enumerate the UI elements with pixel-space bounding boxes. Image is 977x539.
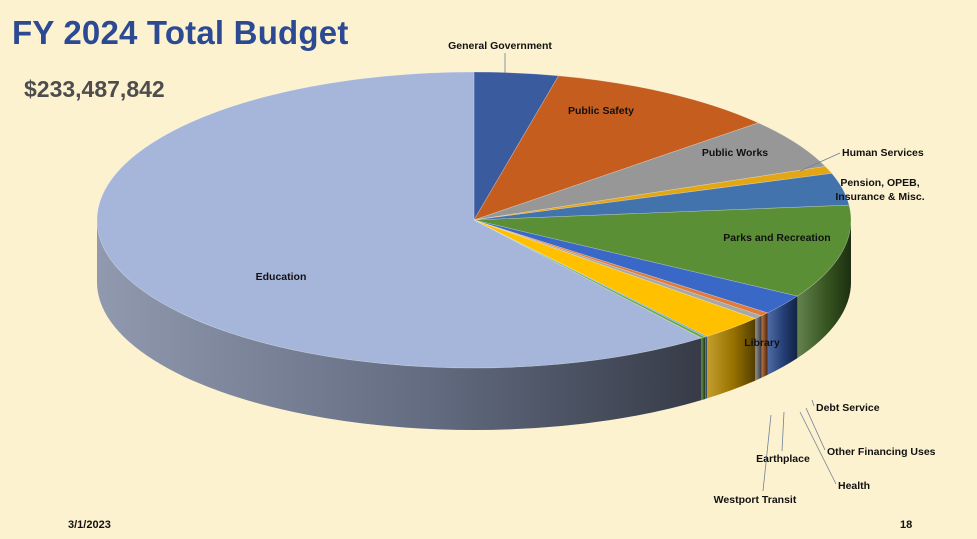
side-shade-education (97, 220, 702, 430)
side-shade-other-financing-uses (761, 312, 768, 378)
slice-labels: General Government Public Safety Public Wo… (256, 40, 936, 506)
slice-general-government (473, 71, 560, 222)
label-public-works: Public Works (702, 147, 768, 159)
label-health: Health (838, 480, 870, 492)
side-shade-health (755, 315, 762, 381)
leader-health (799, 411, 837, 485)
label-pension-opeb-insurance-misc: Pension, OPEB, Insurance & Misc. (835, 177, 924, 203)
leader-westport-transit (762, 414, 772, 492)
side-shade-library (706, 318, 756, 399)
slice-other-financing-uses (473, 219, 769, 317)
label-westport-transit: Westport Transit (714, 494, 797, 506)
slice-human-services (473, 166, 833, 221)
side-shade-debt-service (767, 296, 798, 375)
label-education: Education (256, 271, 307, 283)
slice-parks-and-recreation (473, 204, 852, 297)
slice-education (96, 71, 703, 369)
side-shade-westport-transit (701, 336, 706, 401)
slice-public-safety (473, 75, 760, 221)
pie-side-walls (97, 220, 851, 430)
slice-debt-service (473, 219, 799, 314)
label-human-services: Human Services (842, 147, 924, 159)
label-other-financing-uses: Other Financing Uses (827, 446, 936, 458)
label-parks-and-recreation: Parks and Recreation (723, 232, 830, 244)
total-budget-amount: $233,487,842 (24, 76, 165, 102)
slice-health (473, 219, 763, 319)
footer-date: 3/1/2023 (68, 519, 111, 531)
leader-debt-service (811, 399, 815, 407)
slice-public-works (473, 122, 827, 221)
label-leader-lines (504, 53, 841, 492)
label-general-government: General Government (448, 40, 552, 52)
label-debt-service: Debt Service (816, 402, 880, 414)
side-shade-earthplace (705, 336, 707, 399)
label-earthplace: Earthplace (756, 453, 810, 465)
leader-human-services (799, 152, 841, 172)
slice-library (473, 219, 757, 337)
leader-earthplace (781, 411, 785, 452)
page-number: 18 (900, 519, 913, 531)
pie-top-slices (96, 71, 852, 369)
side-shade-parks-and-recreation (797, 220, 851, 359)
leader-other-financing-uses (805, 407, 826, 451)
label-library: Library (744, 337, 780, 349)
slice-pension-opeb-insurance-misc (473, 173, 850, 221)
slice-earthplace (473, 219, 708, 338)
slice-westport-transit (473, 219, 706, 339)
page-title: FY 2024 Total Budget (12, 14, 349, 51)
label-public-safety: Public Safety (568, 105, 634, 117)
